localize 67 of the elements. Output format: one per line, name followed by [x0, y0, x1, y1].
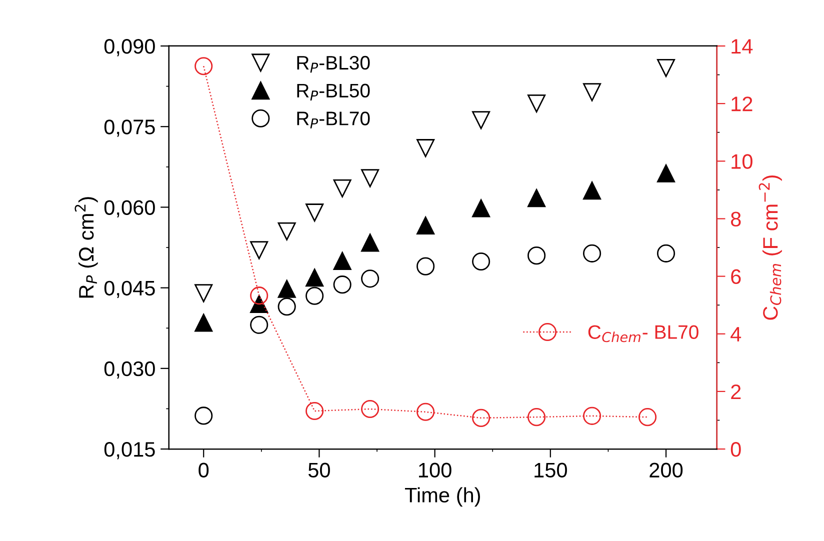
x-axis-title: Time (h): [404, 487, 480, 507]
y-tick-label: 0,090: [104, 38, 155, 56]
x-tick-label: 0: [198, 462, 209, 478]
point: [638, 408, 657, 426]
point: [416, 216, 435, 235]
y-tick-label: 0,015: [104, 442, 155, 460]
legend-label: R$_{P}$-BL50: [297, 84, 370, 101]
point: [472, 252, 490, 271]
x-tick-label: 50: [308, 462, 330, 478]
point: [528, 408, 546, 426]
y2-tick-label: 0: [730, 442, 741, 457]
point: [306, 286, 324, 305]
point: [278, 280, 296, 298]
point: [194, 314, 213, 332]
x-tick-label: 150: [534, 462, 567, 478]
point: [472, 408, 490, 427]
point: [250, 241, 268, 260]
point: [194, 57, 213, 76]
y2-tick-label: 10: [732, 154, 752, 169]
point: [306, 204, 324, 222]
y2-tick-label: 4: [730, 327, 742, 342]
point: [583, 83, 602, 102]
point: [194, 284, 213, 302]
point: [528, 94, 546, 113]
y2-tick-label: 6: [731, 269, 741, 284]
y-axis-title: R$_{P}$ (Ω cm$^{2}$): [74, 197, 98, 298]
point: [472, 111, 490, 130]
y2-tick-label: 2: [731, 384, 741, 399]
y2-axis-title: C$_{Chem}$ (F cm$^{−2}$): [758, 176, 782, 320]
point: [306, 402, 324, 420]
y2-tick-label: 8: [730, 212, 741, 226]
point: [583, 182, 602, 200]
point: [194, 406, 213, 425]
point: [656, 244, 676, 262]
point: [416, 257, 435, 276]
point: [306, 268, 324, 287]
point: [583, 406, 602, 425]
point: [416, 402, 435, 421]
point: [472, 199, 490, 218]
point: [333, 179, 352, 198]
point: [361, 400, 380, 418]
x-tick-label: 200: [650, 462, 683, 478]
point: [361, 234, 380, 252]
point: [278, 222, 296, 240]
point: [250, 286, 268, 305]
point: [361, 169, 380, 188]
point: [656, 58, 676, 78]
point: [528, 189, 546, 208]
y-tick-label: 0,030: [104, 361, 155, 379]
point: [250, 316, 268, 334]
y-tick-label: 0,060: [104, 200, 155, 218]
y2-tick-label: 12: [732, 96, 752, 112]
point: [333, 252, 352, 270]
point: [416, 139, 435, 158]
y-tick-label: 0,045: [104, 280, 155, 298]
point: [656, 164, 676, 182]
point: [583, 244, 602, 262]
x-tick-label: 100: [419, 462, 452, 478]
point: [528, 246, 546, 265]
y2-tick-label: 14: [732, 39, 753, 54]
legend-label: R$_{P}$-BL30: [297, 56, 370, 73]
y-tick-label: 0,075: [104, 120, 155, 137]
legend-label: R$_{P}$-BL70: [297, 112, 370, 128]
point: [333, 276, 352, 294]
point: [361, 270, 380, 288]
legend-label: C$_{Chem}$- BL70: [588, 325, 698, 342]
point: [278, 298, 296, 316]
